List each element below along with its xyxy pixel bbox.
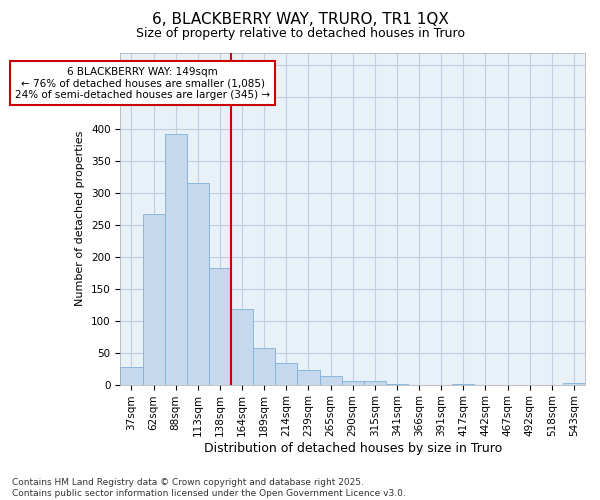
Bar xyxy=(320,376,341,384)
Bar xyxy=(364,382,386,384)
Bar xyxy=(341,381,364,384)
Text: Size of property relative to detached houses in Truro: Size of property relative to detached ho… xyxy=(136,28,464,40)
Bar xyxy=(209,268,231,384)
Text: 6 BLACKBERRY WAY: 149sqm
← 76% of detached houses are smaller (1,085)
24% of sem: 6 BLACKBERRY WAY: 149sqm ← 76% of detach… xyxy=(15,66,270,100)
X-axis label: Distribution of detached houses by size in Truro: Distribution of detached houses by size … xyxy=(203,442,502,455)
Text: Contains HM Land Registry data © Crown copyright and database right 2025.
Contai: Contains HM Land Registry data © Crown c… xyxy=(12,478,406,498)
Y-axis label: Number of detached properties: Number of detached properties xyxy=(76,131,85,306)
Bar xyxy=(121,366,143,384)
Bar xyxy=(164,134,187,384)
Bar xyxy=(298,370,320,384)
Bar xyxy=(275,363,298,384)
Bar xyxy=(143,214,164,384)
Text: 6, BLACKBERRY WAY, TRURO, TR1 1QX: 6, BLACKBERRY WAY, TRURO, TR1 1QX xyxy=(152,12,448,28)
Bar xyxy=(187,184,209,384)
Bar xyxy=(231,309,253,384)
Bar xyxy=(253,348,275,385)
